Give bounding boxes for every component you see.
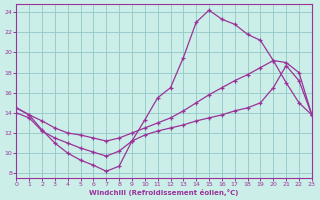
X-axis label: Windchill (Refroidissement éolien,°C): Windchill (Refroidissement éolien,°C) (89, 189, 239, 196)
